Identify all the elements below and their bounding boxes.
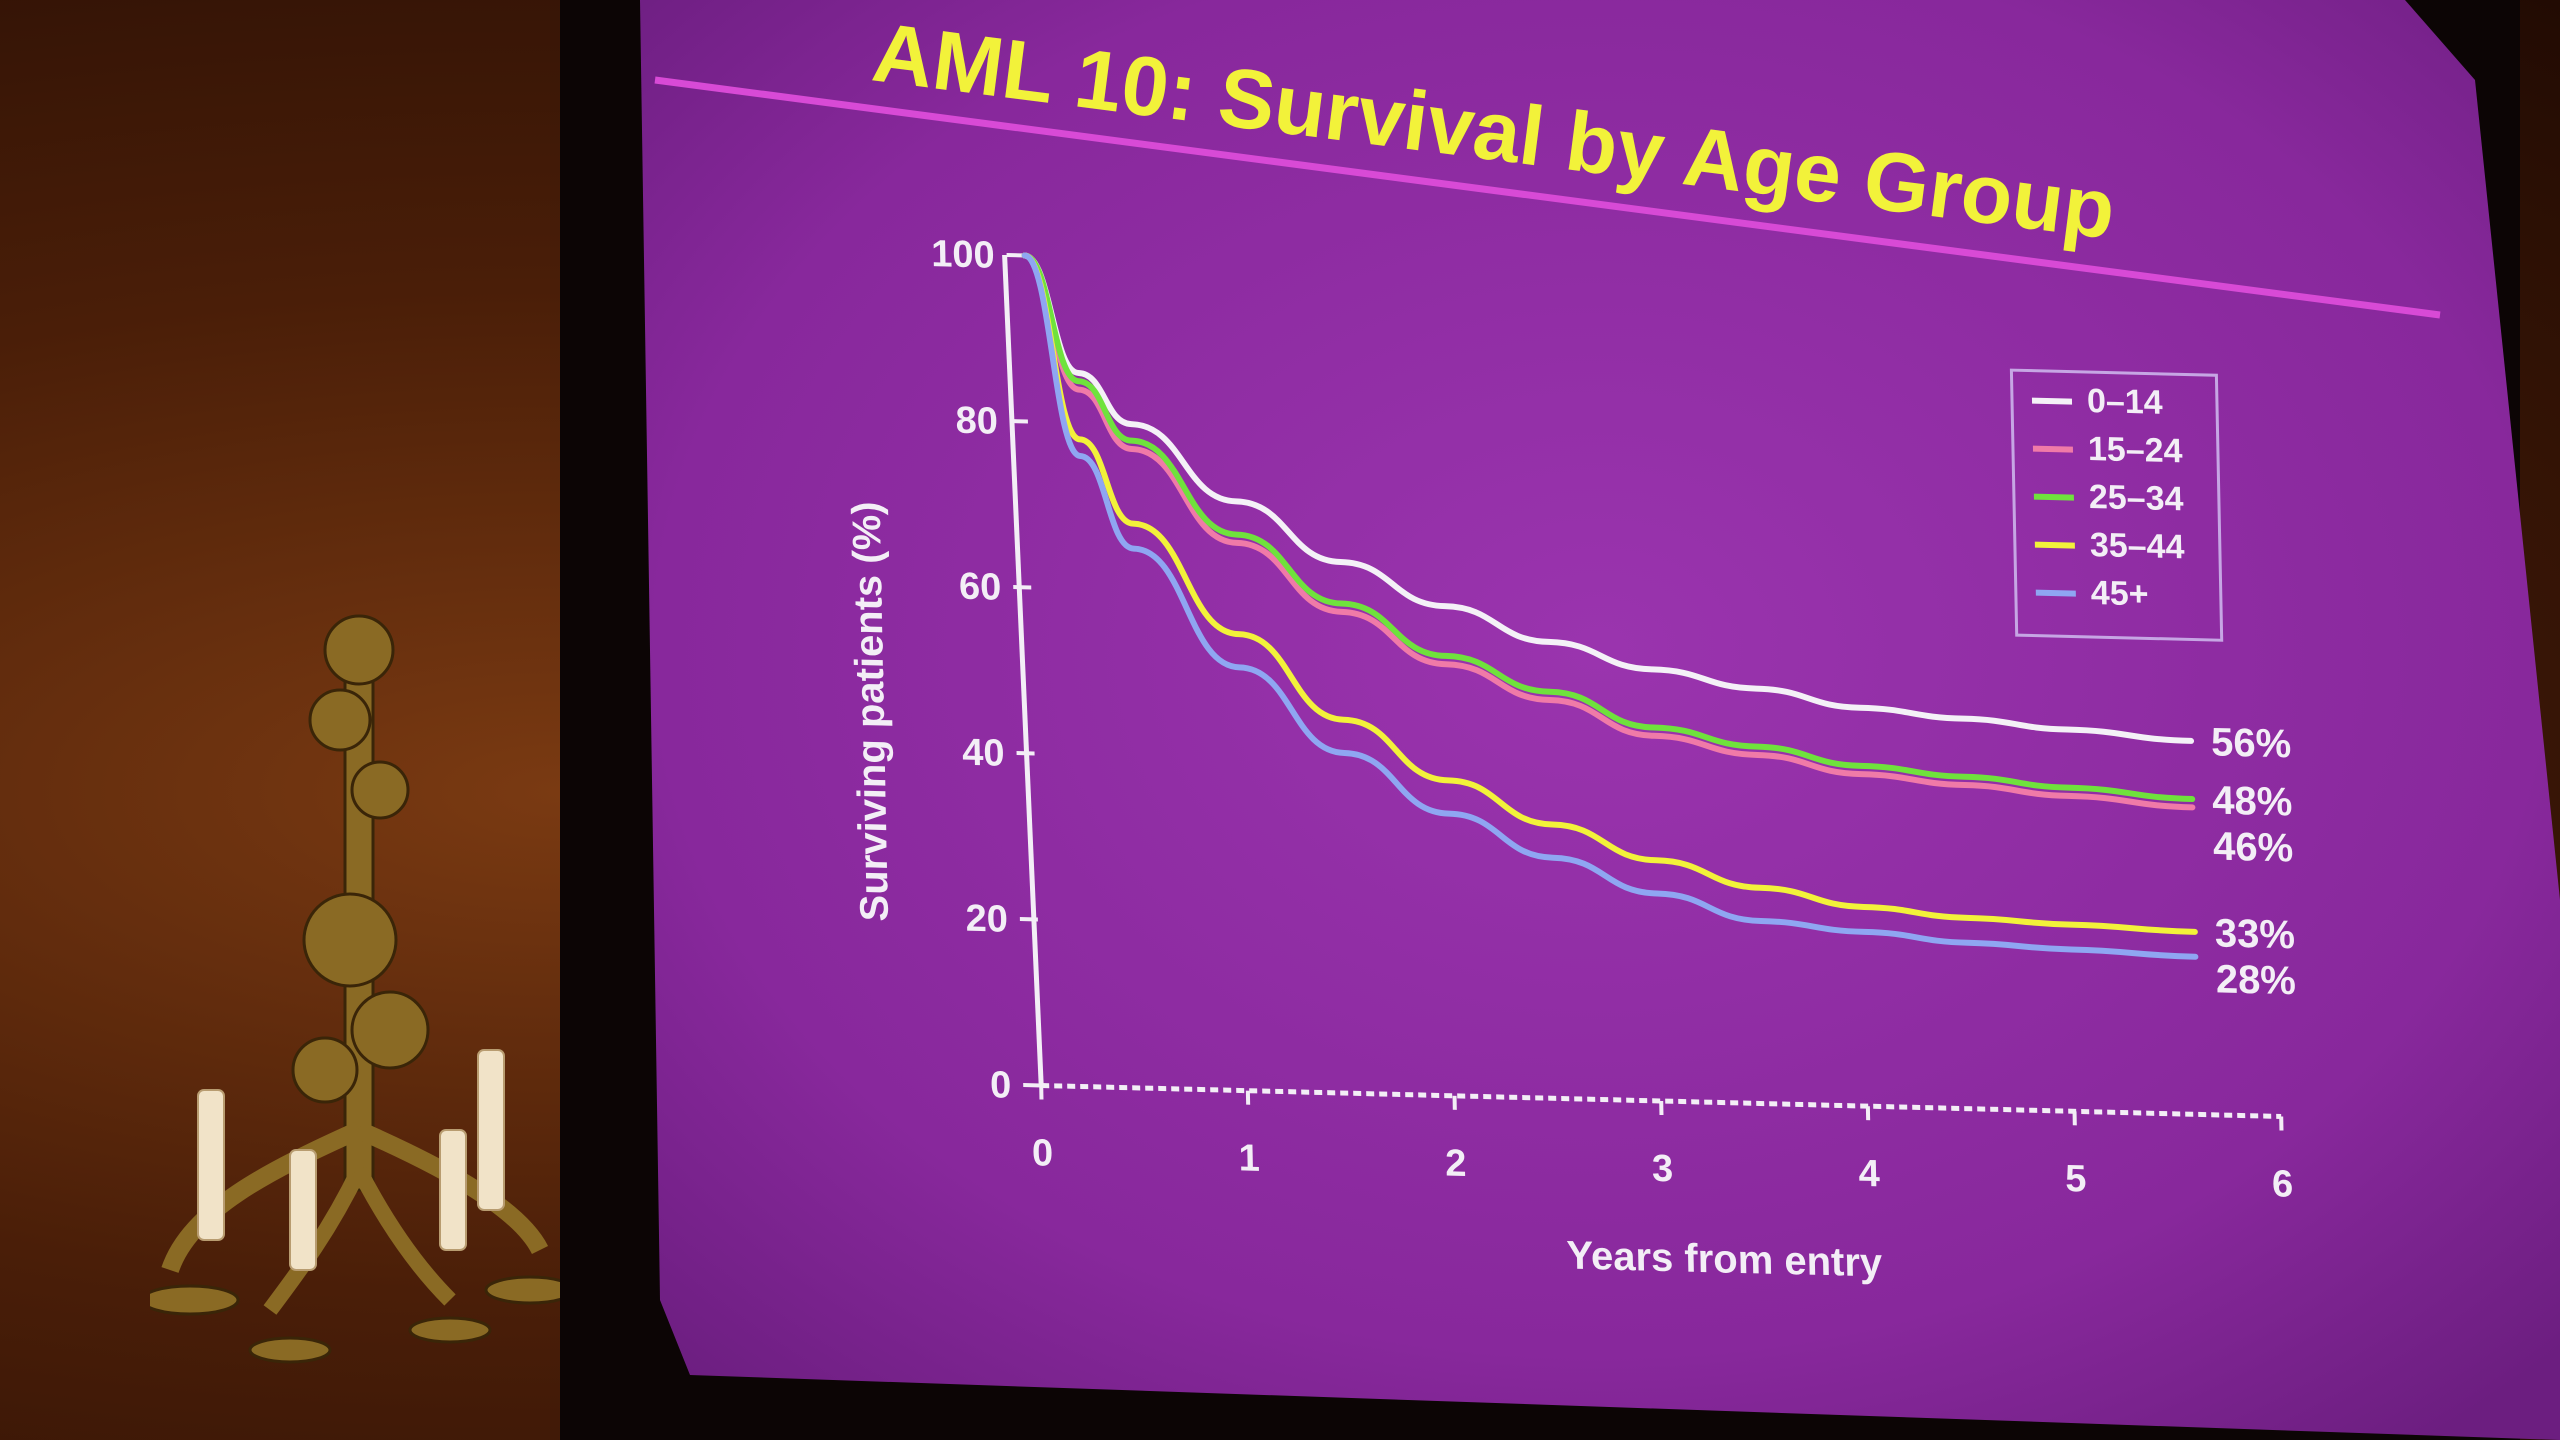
end-label-4: 28% bbox=[2215, 957, 2296, 1003]
y-tick-label: 40 bbox=[962, 732, 1005, 775]
legend: 0–14 15–24 25–34 35–44 45+ bbox=[2009, 368, 2224, 642]
x-tick-label: 1 bbox=[1238, 1137, 1260, 1180]
legend-label-0: 0–14 bbox=[2087, 382, 2163, 422]
series-line-1 bbox=[1021, 252, 2196, 811]
x-tick-label: 2 bbox=[1445, 1143, 1467, 1186]
x-axis-title: Years from entry bbox=[1566, 1234, 1883, 1286]
y-axis-title: Surviving patients (%) bbox=[845, 501, 897, 922]
x-tick-label: 0 bbox=[1032, 1132, 1054, 1175]
legend-swatch-3 bbox=[2034, 541, 2075, 549]
title-rule bbox=[654, 76, 2441, 319]
series-line-4 bbox=[1021, 252, 2199, 960]
end-label-0: 56% bbox=[2211, 720, 2292, 766]
legend-box bbox=[2009, 368, 2224, 642]
x-tick-label: 3 bbox=[1652, 1148, 1674, 1191]
series-line-3 bbox=[1021, 252, 2198, 935]
end-label-3: 33% bbox=[2214, 911, 2295, 957]
legend-label-4: 45+ bbox=[2090, 574, 2148, 613]
legend-label-1: 15–24 bbox=[2088, 430, 2183, 470]
y-tick-label: 60 bbox=[959, 566, 1002, 609]
legend-swatch-0 bbox=[2031, 397, 2073, 405]
legend-label-2: 25–34 bbox=[2089, 478, 2184, 518]
legend-swatch-2 bbox=[2033, 493, 2074, 501]
wall-sconce-decoration bbox=[150, 614, 570, 1364]
end-label-1: 46% bbox=[2213, 825, 2294, 871]
end-label-2: 48% bbox=[2212, 779, 2293, 825]
y-tick-label: 100 bbox=[931, 233, 995, 277]
y-tick-label: 80 bbox=[955, 400, 998, 443]
y-axis-line bbox=[1002, 254, 1044, 1086]
x-tick-label: 6 bbox=[2272, 1163, 2294, 1206]
x-tick-label: 5 bbox=[2065, 1158, 2087, 1201]
legend-swatch-1 bbox=[2032, 445, 2074, 453]
series-line-2 bbox=[1021, 252, 2196, 803]
legend-swatch-4 bbox=[2035, 589, 2076, 597]
y-tick-label: 20 bbox=[965, 898, 1008, 941]
x-tick-label: 4 bbox=[1858, 1153, 1880, 1196]
series-line-0 bbox=[1021, 252, 2195, 744]
y-tick-label: 0 bbox=[990, 1064, 1012, 1107]
legend-label-3: 35–44 bbox=[2089, 526, 2184, 566]
